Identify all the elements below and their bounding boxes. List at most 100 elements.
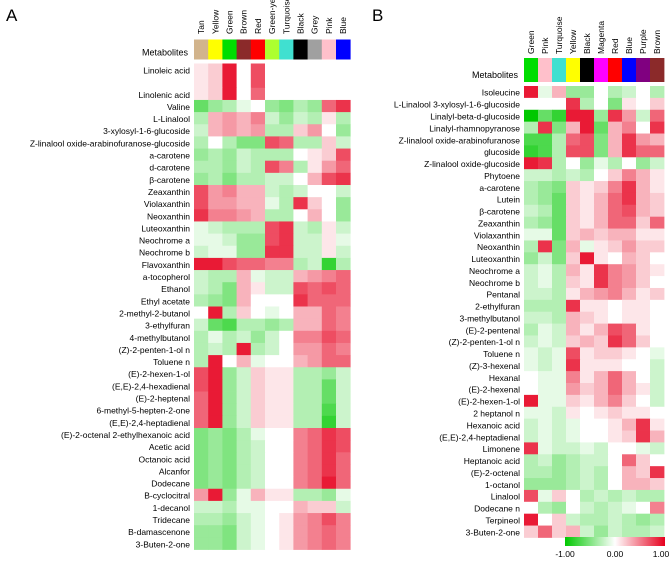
- panel-a-module-swatch: [222, 39, 237, 60]
- panel-b-cell: [580, 299, 595, 313]
- panel-a-module-swatch: [250, 39, 266, 60]
- panel-a-module-swatch: [236, 39, 252, 60]
- panel-b-cell: [622, 513, 637, 526]
- panel-b-cell: [552, 299, 567, 313]
- panel-b-cell: [636, 192, 651, 206]
- panel-b-cell: [608, 335, 623, 348]
- panel-a-cell: [279, 124, 294, 137]
- panel-b-cell: [608, 525, 623, 538]
- panel-a-cell: [208, 245, 223, 259]
- colorbar-tick-mid: 0.00: [607, 549, 624, 559]
- panel-b-cell: [552, 181, 567, 194]
- panel-a-cell: [336, 391, 351, 405]
- panel-a-cell: [236, 257, 252, 271]
- panel-b-cell: [538, 359, 553, 372]
- panel-b-cell: [650, 513, 665, 526]
- panel-a-cell: [279, 379, 294, 392]
- panel-b-cell: [538, 466, 553, 479]
- panel-a-cell: [293, 452, 308, 465]
- panel-a-cell: [222, 379, 237, 392]
- panel-a-cell: [194, 379, 209, 392]
- panel-a-cell: [321, 257, 337, 271]
- panel-b-row-label: (E)-2-octenal: [471, 468, 520, 478]
- panel-b-cell: [622, 430, 637, 443]
- panel-a-cell: [194, 403, 209, 417]
- panel-b-cell: [580, 216, 595, 229]
- panel-b-cell: [594, 525, 609, 538]
- panel-a-cell: [265, 148, 280, 162]
- panel-b-cell: [594, 430, 609, 443]
- panel-a-cell: [321, 525, 337, 538]
- panel-b-cell: [538, 204, 553, 218]
- panel-a-cell: [293, 488, 308, 502]
- panel-a-cell: [293, 464, 308, 477]
- panel-a-cell: [194, 415, 209, 429]
- heatmap-panel-a: A Tan Yellow Green Brown Red Green-yellow Turqu…: [6, 0, 351, 550]
- panel-b-cell: [580, 347, 595, 360]
- panel-a-cell: [307, 318, 323, 332]
- panel-b-cell: [524, 394, 539, 408]
- panel-b-cell: [608, 418, 623, 431]
- panel-b-cell: [594, 121, 609, 134]
- panel-a-cell: [236, 270, 252, 283]
- panel-a-column-label: Blue: [338, 17, 348, 34]
- panel-a-cell: [336, 403, 351, 417]
- panel-a-cell: [293, 270, 308, 283]
- panel-b-cell: [566, 335, 581, 348]
- panel-b-cell: [566, 287, 581, 301]
- panel-a-cell: [279, 172, 294, 186]
- panel-b-cell: [580, 145, 595, 158]
- panel-a-cell: [307, 172, 323, 186]
- panel-b-cell: [538, 454, 553, 467]
- panel-a-row-label: B-cyclocitral: [144, 491, 190, 501]
- panel-a-cell: [265, 306, 280, 320]
- panel-a-cell: [222, 306, 237, 320]
- panel-b-cell: [594, 454, 609, 467]
- panel-b-cell: [524, 157, 539, 170]
- panel-a-cell: [307, 403, 323, 417]
- panel-a-cell: [307, 330, 323, 344]
- panel-b-cell: [650, 157, 665, 170]
- panel-a-cell: [236, 99, 252, 113]
- panel-a-cell: [208, 464, 223, 477]
- panel-a-cell: [293, 87, 308, 101]
- panel-b-module-swatch: [594, 58, 609, 82]
- panel-a-cell: [250, 63, 266, 89]
- panel-a-cell: [293, 245, 308, 259]
- panel-a-cell: [194, 537, 209, 550]
- panel-a-cell: [194, 124, 209, 137]
- panel-a-cell: [265, 500, 280, 514]
- panel-b-label: B: [372, 6, 383, 25]
- panel-b-cell: [524, 299, 539, 313]
- panel-b-cell: [594, 466, 609, 479]
- panel-a-cell: [336, 221, 351, 234]
- panel-b-cell: [650, 501, 665, 515]
- panel-b-cell: [566, 264, 581, 277]
- panel-a-cell: [307, 63, 323, 89]
- panel-a-cell: [194, 488, 209, 502]
- panel-b-cell: [580, 169, 595, 182]
- panel-a-cell: [336, 209, 351, 222]
- panel-a-cell: [321, 452, 337, 465]
- panel-a-row-label: Ethyl acetate: [141, 296, 190, 306]
- panel-a-cell: [336, 464, 351, 477]
- panel-a-cell: [321, 172, 337, 186]
- panel-a-row-label: Octanoic acid: [139, 454, 191, 464]
- panel-a-row-label: (E)-2-heptenal: [136, 394, 190, 404]
- panel-b-cell: [566, 525, 581, 538]
- panel-b-cell: [524, 418, 539, 431]
- panel-b-cell: [552, 347, 567, 360]
- panel-b-cell: [636, 216, 651, 229]
- panel-b-cell: [594, 145, 609, 158]
- panel-b-cell: [566, 478, 581, 491]
- panel-a-cell: [222, 185, 237, 198]
- panel-a-cell: [250, 318, 266, 332]
- panel-b-cell: [580, 264, 595, 277]
- panel-b-cell: [622, 323, 637, 336]
- panel-b-cell: [636, 145, 651, 158]
- panel-b-cell: [552, 454, 567, 467]
- panel-a-cell: [250, 221, 266, 234]
- panel-a-cell: [265, 160, 280, 174]
- panel-b-cell: [566, 204, 581, 218]
- panel-b-cell: [552, 406, 567, 420]
